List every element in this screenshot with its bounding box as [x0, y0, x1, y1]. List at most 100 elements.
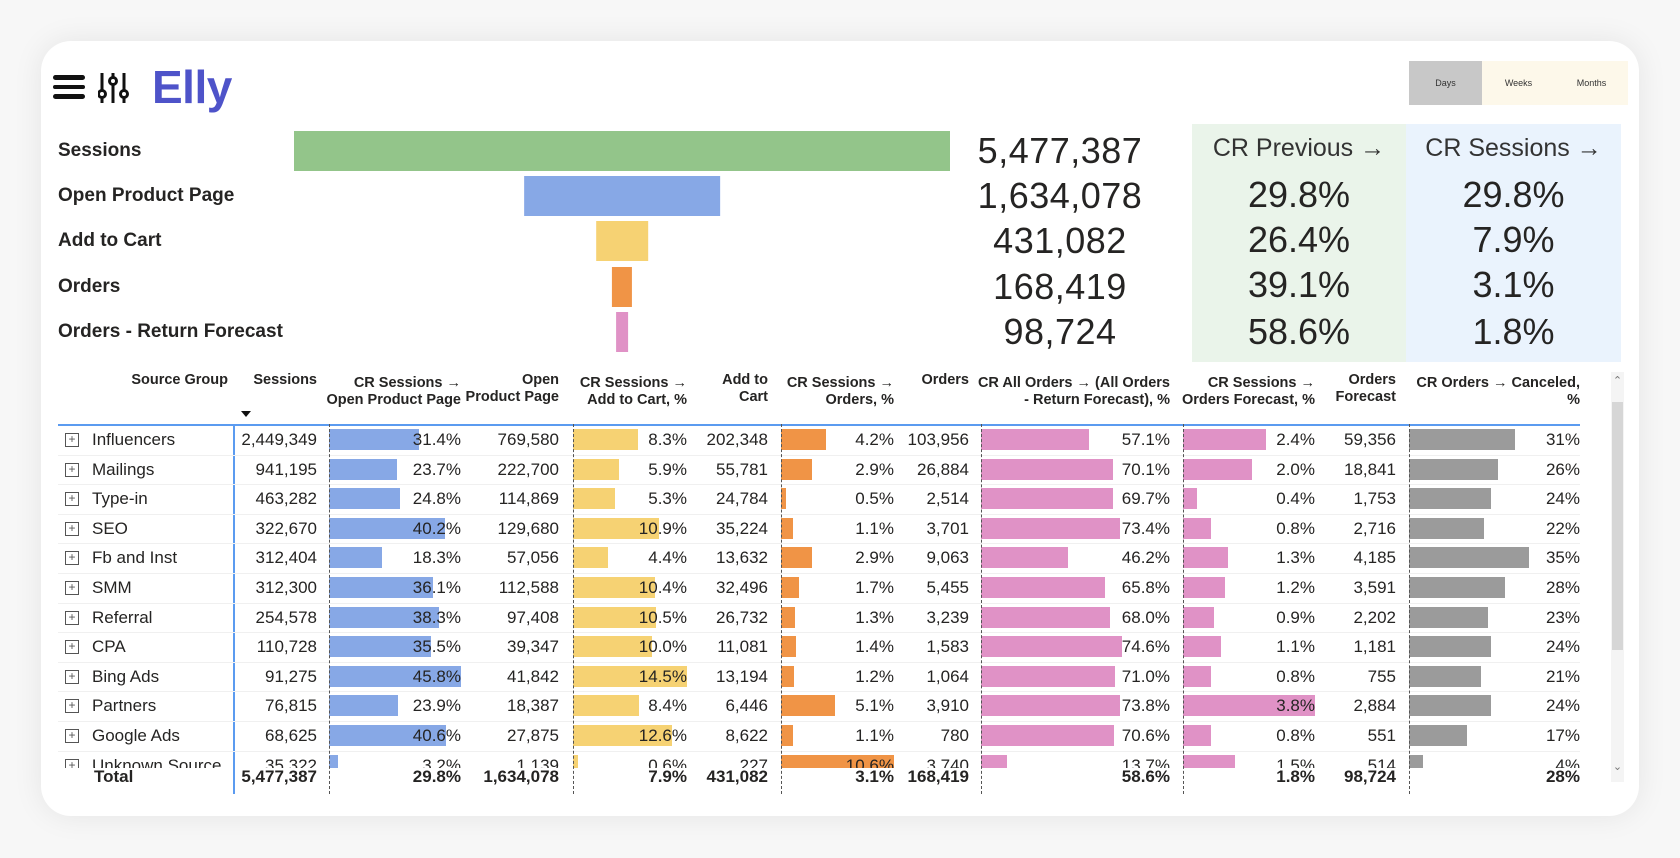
- scroll-up-icon[interactable]: ⌃: [1612, 375, 1623, 387]
- cell-cr-orders: 1.1%: [855, 726, 894, 745]
- expand-icon[interactable]: +: [65, 758, 79, 768]
- table-row[interactable]: + Bing Ads 91,275 45.8% 41,842 14.5% 13,194 1.2…: [0, 662, 1600, 692]
- row-divider: [58, 484, 1580, 486]
- expand-icon[interactable]: +: [65, 669, 79, 684]
- table-row[interactable]: + Referral 254,578 38.3% 97,408 10.5% 26,732 1.…: [0, 603, 1600, 633]
- cr-sessions-title: CR Sessions →: [1425, 134, 1602, 162]
- data-bar: [573, 488, 615, 510]
- funnel-stage-label: Sessions: [58, 140, 142, 161]
- cell-sessions: 463,282: [255, 489, 317, 509]
- header-line: CR Sessions →: [579, 375, 687, 391]
- header-line: Open Product Page: [326, 392, 461, 408]
- period-days-button[interactable]: Days: [1409, 61, 1482, 105]
- header-cr-opp[interactable]: CR Sessions → Open Product Page: [320, 375, 461, 409]
- data-bar: [781, 606, 795, 628]
- expand-icon[interactable]: +: [65, 551, 79, 566]
- cell-source-group: CPA: [92, 637, 126, 657]
- table-row[interactable]: + SEO 322,670 40.2% 129,680 10.9% 35,224 1.1% 3,…: [0, 514, 1600, 544]
- cell-cr-atc: 10.0%: [638, 637, 687, 657]
- table-row[interactable]: + Type-in 463,282 24.8% 114,869 5.3% 24,784 0.5…: [0, 484, 1600, 514]
- data-bar: [1183, 695, 1315, 717]
- cell-orders: 3,910: [926, 696, 969, 716]
- period-weeks-button[interactable]: Weeks: [1482, 61, 1555, 105]
- data-bar: [1183, 754, 1236, 768]
- table-total-row: Total 5,477,387 29.8% 1,634,078 7.9% 431,082 3…: [0, 762, 1600, 792]
- sliders-icon[interactable]: [98, 72, 129, 104]
- cell-atc: 26,732: [716, 607, 768, 627]
- cell-orders: 103,956: [907, 430, 969, 449]
- table-row[interactable]: + CPA 110,728 35.5% 39,347 10.0% 11,081 1.4% 1,5…: [0, 632, 1600, 662]
- expand-icon[interactable]: +: [65, 492, 79, 507]
- cell-orders-forecast: 18,841: [1344, 459, 1396, 479]
- funnel-bar[interactable]: [616, 312, 628, 352]
- cell-orders: 9,063: [926, 548, 969, 568]
- funnel-bar[interactable]: [294, 131, 950, 171]
- row-divider: [58, 513, 1580, 515]
- funnel-bar[interactable]: [596, 221, 648, 261]
- header-line: Orders, %: [825, 392, 895, 408]
- table-row[interactable]: + Fb and Inst 312,404 18.3% 57,056 4.4% 13,632…: [0, 543, 1600, 573]
- funnel-bar[interactable]: [611, 267, 633, 307]
- data-bar: [781, 429, 826, 450]
- header-orders[interactable]: Orders: [921, 372, 969, 388]
- table-row[interactable]: + Influencers 2,449,349 31.4% 769,580 8.3% 202…: [0, 425, 1600, 455]
- scrollbar-thumb[interactable]: [1612, 402, 1623, 650]
- funnel-stage-value: 168,419: [993, 266, 1127, 307]
- expand-icon[interactable]: +: [65, 729, 79, 743]
- cell-sessions: 2,449,349: [241, 430, 317, 449]
- cell-cr-of: 1.1%: [1276, 637, 1315, 657]
- header-line: Add to Cart, %: [587, 392, 687, 408]
- scroll-down-icon[interactable]: ⌄: [1612, 761, 1623, 773]
- header-line: Product Page: [465, 389, 559, 405]
- data-bar: [573, 458, 620, 480]
- table-scrollbar[interactable]: ⌃ ⌄: [1611, 372, 1624, 782]
- funnel-stage-value: 431,082: [993, 220, 1127, 261]
- cell-source-group: Bing Ads: [92, 666, 160, 686]
- table-row[interactable]: + Unknown Source 35,322 3.2% 1,139 0.6% 227 10.…: [0, 751, 1600, 768]
- hamburger-icon[interactable]: [53, 75, 85, 99]
- table-row[interactable]: + SMM 312,300 36.1% 112,588 10.4% 32,496 1.7% 5,…: [0, 573, 1600, 603]
- expand-icon[interactable]: +: [65, 610, 79, 625]
- table-row[interactable]: + Google Ads 68,625 40.6% 27,875 12.6% 8,622 1.…: [0, 721, 1600, 751]
- header-cr-canceled[interactable]: CR Orders → Canceled, %: [1416, 375, 1580, 408]
- header-atc[interactable]: Add to Cart: [700, 372, 768, 406]
- header-cr-all-orders[interactable]: CR All Orders → (All Orders - Return Fore…: [975, 375, 1170, 409]
- expand-icon[interactable]: +: [65, 521, 79, 536]
- header-of[interactable]: Orders Forecast: [1320, 372, 1396, 406]
- funnel-bar[interactable]: [524, 176, 720, 216]
- header-opp[interactable]: Open Product Page: [460, 372, 559, 406]
- app-logo: Elly: [152, 61, 232, 113]
- cell-cr-of: 2.0%: [1276, 459, 1315, 479]
- header-cr-of[interactable]: CR Sessions → Orders Forecast, %: [1180, 375, 1315, 409]
- sort-descending-icon[interactable]: [241, 411, 251, 417]
- header-cr-atc[interactable]: CR Sessions → Add to Cart, %: [570, 375, 687, 409]
- table-row[interactable]: + Partners 76,815 23.9% 18,387 8.4% 6,446 5.1% 3…: [0, 691, 1600, 721]
- expand-icon[interactable]: +: [65, 699, 79, 714]
- data-bar: [1183, 429, 1267, 450]
- row-divider: [58, 454, 1580, 456]
- cell-cr-atc: 14.5%: [638, 666, 687, 686]
- expand-icon[interactable]: +: [65, 640, 79, 655]
- header-cr-orders[interactable]: CR Sessions → Orders, %: [780, 375, 894, 409]
- header-source-group[interactable]: Source Group: [131, 372, 228, 388]
- funnel-stage-label: Orders - Return Forecast: [58, 321, 283, 342]
- period-months-button[interactable]: Months: [1555, 61, 1628, 105]
- cell-cr-atc: 10.5%: [638, 607, 687, 627]
- expand-icon[interactable]: +: [65, 581, 79, 595]
- data-bar: [329, 488, 401, 510]
- cell-cr-of: 0.4%: [1276, 489, 1315, 509]
- total-row[interactable]: Total 5,477,387 29.8% 1,634,078 7.9% 431,082 3…: [0, 762, 1600, 792]
- expand-icon[interactable]: +: [65, 433, 79, 447]
- expand-icon[interactable]: +: [65, 462, 79, 477]
- data-bar: [329, 754, 339, 768]
- table-row[interactable]: + Mailings 941,195 23.7% 222,700 5.9% 55,781 2.…: [0, 455, 1600, 485]
- cell-atc: 55,781: [716, 459, 768, 479]
- cell-cr-orders: 1.7%: [855, 578, 894, 597]
- header-sessions[interactable]: Sessions: [253, 372, 317, 388]
- data-bar: [573, 636, 652, 658]
- cell-orders: 26,884: [917, 459, 969, 479]
- data-bar: [329, 606, 440, 628]
- cell-opp: 1,634,078: [483, 767, 559, 786]
- data-bar: [573, 429, 639, 450]
- data-bar: [781, 754, 894, 768]
